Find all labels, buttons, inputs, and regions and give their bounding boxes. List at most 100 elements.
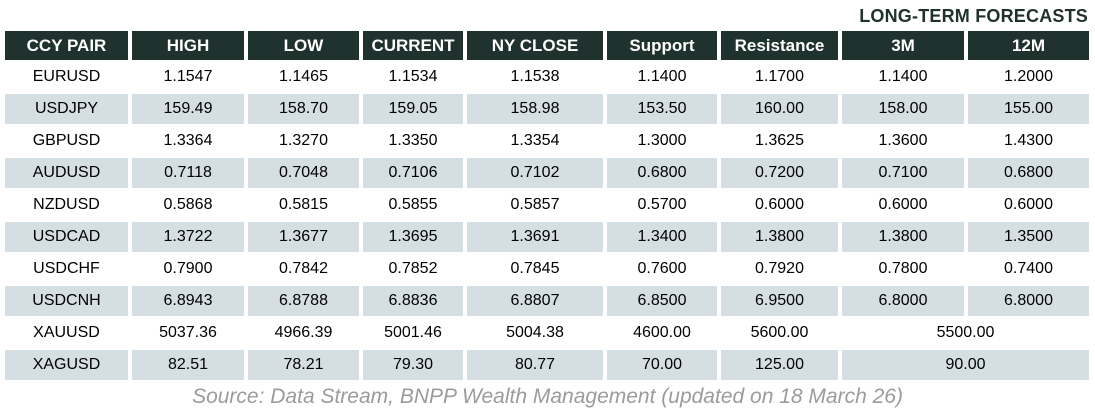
resistance-cell: 6.9500 [721,286,838,316]
forecast-m12-cell: 0.6000 [968,190,1089,220]
high-cell: 82.51 [132,350,244,380]
resistance-cell: 125.00 [721,350,838,380]
support-cell: 153.50 [607,94,717,124]
table-row-audusd: AUDUSD 0.7118 0.7048 0.7106 0.7102 0.6800 0.72… [5,158,1089,188]
forecast-m3-cell: 6.8000 [842,286,964,316]
ccy-pair-cell: NZDUSD [5,190,128,220]
low-cell: 0.7842 [248,254,359,284]
column-header-support: Support [607,31,717,60]
ccy-pair-cell: GBPUSD [5,126,128,156]
high-cell: 0.7900 [132,254,244,284]
column-header-3m: 3M [842,31,964,60]
current-cell: 79.30 [363,350,463,380]
high-cell: 5037.36 [132,318,244,348]
forecast-m12-cell: 0.6800 [968,158,1089,188]
support-cell: 1.1400 [607,62,717,92]
forecast-m3-cell: 1.1400 [842,62,964,92]
resistance-cell: 5600.00 [721,318,838,348]
forecast-m3-cell: 1.3800 [842,222,964,252]
ny-close-cell: 5004.38 [467,318,603,348]
current-cell: 0.7106 [363,158,463,188]
title-row: LONG-TERM FORECASTS [0,0,1095,29]
high-cell: 1.3364 [132,126,244,156]
current-cell: 1.3350 [363,126,463,156]
support-cell: 1.3000 [607,126,717,156]
low-cell: 78.21 [248,350,359,380]
ccy-pair-cell: XAGUSD [5,350,128,380]
resistance-cell: 0.7200 [721,158,838,188]
column-header-low: LOW [248,31,359,60]
forecast-m12-cell: 155.00 [968,94,1089,124]
support-cell: 0.5700 [607,190,717,220]
table-body: EURUSD 1.1547 1.1465 1.1534 1.1538 1.1400 1.17… [5,62,1089,380]
forecast-m3-cell: 0.7100 [842,158,964,188]
support-cell: 0.7600 [607,254,717,284]
current-cell: 5001.46 [363,318,463,348]
forecast-m12-cell: 1.4300 [968,126,1089,156]
low-cell: 1.3677 [248,222,359,252]
resistance-cell: 1.1700 [721,62,838,92]
forecast-m12-cell: 1.2000 [968,62,1089,92]
ccy-pair-cell: AUDUSD [5,158,128,188]
low-cell: 0.5815 [248,190,359,220]
fx-forecast-table: CCY PAIR HIGH LOW CURRENT NY CLOSE Support Res… [1,29,1093,382]
support-cell: 0.6800 [607,158,717,188]
resistance-cell: 1.3625 [721,126,838,156]
ccy-pair-cell: EURUSD [5,62,128,92]
current-cell: 159.05 [363,94,463,124]
low-cell: 1.3270 [248,126,359,156]
current-cell: 1.1534 [363,62,463,92]
forecast-merged-cell: 5500.00 [842,318,1089,348]
ny-close-cell: 1.3354 [467,126,603,156]
table-row-nzdusd: NZDUSD 0.5868 0.5815 0.5855 0.5857 0.5700 0.60… [5,190,1089,220]
source-note: Source: Data Stream, BNPP Wealth Managem… [192,385,903,408]
column-header-high: HIGH [132,31,244,60]
ccy-pair-cell: USDCNH [5,286,128,316]
ny-close-cell: 158.98 [467,94,603,124]
ny-close-cell: 80.77 [467,350,603,380]
high-cell: 0.5868 [132,190,244,220]
resistance-cell: 1.3800 [721,222,838,252]
resistance-cell: 0.6000 [721,190,838,220]
forecast-m3-cell: 0.7800 [842,254,964,284]
resistance-cell: 0.7920 [721,254,838,284]
ny-close-cell: 6.8807 [467,286,603,316]
table-header-row: CCY PAIR HIGH LOW CURRENT NY CLOSE Support Res… [5,31,1089,60]
support-cell: 6.8500 [607,286,717,316]
ny-close-cell: 0.5857 [467,190,603,220]
table-row-gbpusd: GBPUSD 1.3364 1.3270 1.3350 1.3354 1.3000 1.36… [5,126,1089,156]
high-cell: 6.8943 [132,286,244,316]
high-cell: 1.1547 [132,62,244,92]
current-cell: 1.3695 [363,222,463,252]
column-header-ccy-pair: CCY PAIR [5,31,128,60]
resistance-cell: 160.00 [721,94,838,124]
current-cell: 0.5855 [363,190,463,220]
table-row-eurusd: EURUSD 1.1547 1.1465 1.1534 1.1538 1.1400 1.17… [5,62,1089,92]
column-header-12m: 12M [968,31,1089,60]
forecast-m3-cell: 0.6000 [842,190,964,220]
support-cell: 70.00 [607,350,717,380]
low-cell: 1.1465 [248,62,359,92]
ccy-pair-cell: USDCHF [5,254,128,284]
table-row-usdchf: USDCHF 0.7900 0.7842 0.7852 0.7845 0.7600 0.79… [5,254,1089,284]
forecast-m12-cell: 1.3500 [968,222,1089,252]
low-cell: 158.70 [248,94,359,124]
forecast-m3-cell: 158.00 [842,94,964,124]
column-header-current: CURRENT [363,31,463,60]
page-title: LONG-TERM FORECASTS [859,6,1088,26]
forecast-merged-cell: 90.00 [842,350,1089,380]
ny-close-cell: 0.7845 [467,254,603,284]
support-cell: 1.3400 [607,222,717,252]
low-cell: 6.8788 [248,286,359,316]
ny-close-cell: 0.7102 [467,158,603,188]
forecast-m3-cell: 1.3600 [842,126,964,156]
table-row-usdcnh: USDCNH 6.8943 6.8788 6.8836 6.8807 6.8500 6.95… [5,286,1089,316]
current-cell: 6.8836 [363,286,463,316]
ny-close-cell: 1.3691 [467,222,603,252]
high-cell: 1.3722 [132,222,244,252]
table-row-xagusd: XAGUSD 82.51 78.21 79.30 80.77 70.00 125.00 90.… [5,350,1089,380]
ny-close-cell: 1.1538 [467,62,603,92]
support-cell: 4600.00 [607,318,717,348]
table-row-usdcad: USDCAD 1.3722 1.3677 1.3695 1.3691 1.3400 1.38… [5,222,1089,252]
